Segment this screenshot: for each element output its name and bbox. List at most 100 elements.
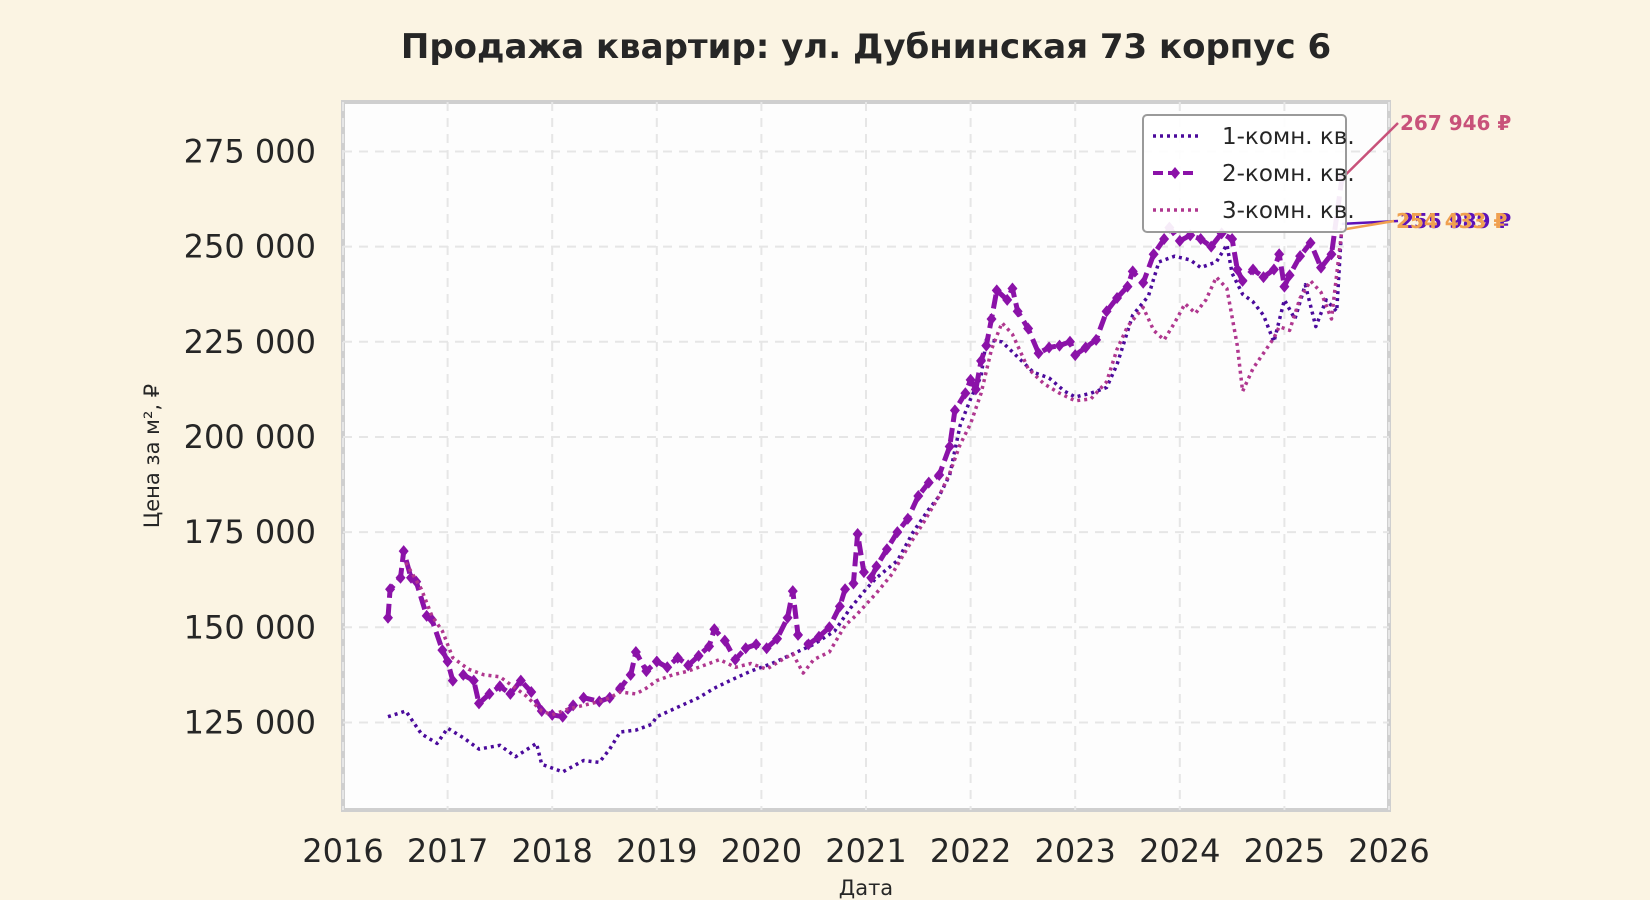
data-point-marker xyxy=(1305,236,1316,249)
data-point-marker xyxy=(813,630,824,643)
end-label-leader xyxy=(1341,219,1395,232)
data-point-marker xyxy=(693,649,704,662)
x-tick-label: 2018 xyxy=(511,832,592,870)
data-point-marker xyxy=(651,655,662,668)
data-point-marker xyxy=(385,583,396,596)
data-point-marker xyxy=(1237,274,1248,287)
data-point-marker xyxy=(494,680,505,693)
data-point-marker xyxy=(484,687,495,700)
data-point-marker xyxy=(1112,292,1123,305)
data-point-marker xyxy=(1148,248,1159,261)
data-point-marker xyxy=(615,682,626,695)
data-point-marker xyxy=(970,383,981,396)
data-point-marker xyxy=(1033,347,1044,360)
data-point-marker xyxy=(447,674,458,687)
data-point-marker xyxy=(949,404,960,417)
y-tick-label: 150 000 xyxy=(184,608,316,646)
data-point-marker xyxy=(740,642,751,655)
data-point-marker xyxy=(1101,305,1112,318)
data-point-marker xyxy=(793,628,804,641)
x-tick-label: 2025 xyxy=(1244,832,1325,870)
data-point-marker xyxy=(976,354,987,367)
data-point-marker xyxy=(1080,341,1091,354)
data-point-marker xyxy=(1159,233,1170,246)
data-point-marker xyxy=(1232,263,1243,276)
data-point-marker xyxy=(1295,250,1306,263)
series-1 xyxy=(387,223,1344,774)
series-end-label: 255 989 ₽ xyxy=(1400,209,1511,233)
data-point-marker xyxy=(1258,271,1269,284)
data-point-marker xyxy=(852,528,863,541)
data-point-marker xyxy=(395,571,406,584)
data-point-marker xyxy=(772,632,783,645)
data-point-marker xyxy=(709,623,720,636)
data-point-marker xyxy=(1012,305,1023,318)
data-point-marker xyxy=(568,699,579,712)
data-point-marker xyxy=(787,585,798,598)
series-lines xyxy=(382,172,1347,774)
data-point-marker xyxy=(1054,339,1065,352)
data-point-marker xyxy=(981,339,992,352)
data-point-marker xyxy=(1284,269,1295,282)
data-point-marker xyxy=(468,674,479,687)
data-point-marker xyxy=(782,611,793,624)
data-point-marker xyxy=(458,668,469,681)
data-point-marker xyxy=(923,476,934,489)
data-point-marker xyxy=(934,469,945,482)
data-point-marker xyxy=(505,687,516,700)
y-tick-label: 175 000 xyxy=(184,513,316,551)
data-point-marker xyxy=(1064,335,1075,348)
data-point-marker xyxy=(437,644,448,657)
data-point-marker xyxy=(1227,233,1238,246)
data-point-marker xyxy=(1279,280,1290,293)
y-tick-label: 275 000 xyxy=(184,132,316,170)
x-tick-label: 2023 xyxy=(1034,832,1115,870)
data-point-marker xyxy=(840,583,851,596)
data-point-marker xyxy=(751,638,762,651)
series-end-label: 267 946 ₽ xyxy=(1400,111,1511,135)
data-point-marker xyxy=(1248,263,1259,276)
legend-marker xyxy=(1170,167,1180,179)
data-point-marker xyxy=(944,440,955,453)
data-point-marker xyxy=(1174,234,1185,247)
data-point-marker xyxy=(594,695,605,708)
y-tick-label: 250 000 xyxy=(184,228,316,266)
x-tick-label: 2024 xyxy=(1139,832,1220,870)
data-point-marker xyxy=(1326,248,1337,261)
data-point-marker xyxy=(965,373,976,386)
x-tick-label: 2026 xyxy=(1348,832,1429,870)
data-point-marker xyxy=(382,611,393,624)
y-axis-ticks: 125 000 150 000 175 000 200 000 225 000 250 0… xyxy=(184,132,316,741)
data-point-marker xyxy=(515,674,526,687)
legend-box xyxy=(1142,114,1347,233)
legend-label: 2-комн. кв. xyxy=(1222,161,1355,187)
data-point-marker xyxy=(1195,233,1206,246)
data-point-marker xyxy=(704,640,715,653)
series-end-label: 254 433 ₽ xyxy=(1396,209,1507,233)
series-line xyxy=(387,223,1344,774)
data-point-marker xyxy=(426,613,437,626)
data-point-marker xyxy=(1044,341,1055,354)
data-point-marker xyxy=(630,646,641,659)
x-tick-label: 2019 xyxy=(616,832,697,870)
x-axis-label: Дата xyxy=(839,876,893,900)
data-point-marker xyxy=(398,545,409,558)
data-point-marker xyxy=(719,634,730,647)
data-point-marker xyxy=(892,526,903,539)
end-label-leader xyxy=(1341,122,1399,180)
data-point-marker xyxy=(848,577,859,590)
x-tick-label: 2016 xyxy=(302,832,383,870)
x-axis-ticks: 2016 2017 2018 2019 2020 2021 2022 2023 2024 2025… xyxy=(302,832,1429,870)
y-axis-label: Цена за м², ₽ xyxy=(140,384,164,528)
data-point-marker xyxy=(761,642,772,655)
data-point-marker xyxy=(913,489,924,502)
y-tick-label: 125 000 xyxy=(184,703,316,741)
y-tick-label: 200 000 xyxy=(184,418,316,456)
legend-label: 3-комн. кв. xyxy=(1222,198,1355,224)
data-point-marker xyxy=(1007,282,1018,295)
data-point-marker xyxy=(1206,240,1217,253)
data-point-marker xyxy=(662,661,673,674)
data-point-marker xyxy=(1268,263,1279,276)
